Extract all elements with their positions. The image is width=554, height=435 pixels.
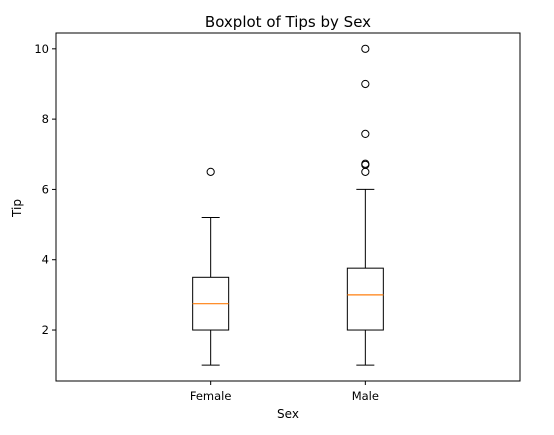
box-group-female — [192, 167, 230, 366]
x-tick-label: Male — [352, 389, 379, 403]
outlier-point — [361, 129, 370, 138]
plot-area — [55, 32, 521, 382]
outlier-point — [361, 44, 370, 53]
chart-title: Boxplot of Tips by Sex — [205, 13, 371, 31]
x-tick-label: Female — [190, 389, 232, 403]
outlier-point — [361, 159, 370, 168]
y-tick-label: 6 — [42, 182, 49, 196]
x-axis-label: Sex — [277, 407, 299, 421]
y-tick-label: 4 — [42, 253, 49, 267]
box-group-male — [346, 44, 384, 366]
y-tick-label: 8 — [42, 112, 49, 126]
outlier-point — [361, 167, 370, 176]
outlier-point — [206, 167, 215, 176]
y-axis-label: Tip — [10, 199, 24, 218]
x-axis-ticks: Female Male — [190, 381, 379, 403]
y-axis-ticks: 2 4 6 8 10 — [34, 42, 56, 337]
y-tick-label: 2 — [42, 323, 49, 337]
box-iqr — [346, 267, 384, 331]
axes-frame — [55, 32, 521, 382]
y-tick-label: 10 — [34, 42, 49, 56]
outlier-point — [361, 79, 370, 89]
